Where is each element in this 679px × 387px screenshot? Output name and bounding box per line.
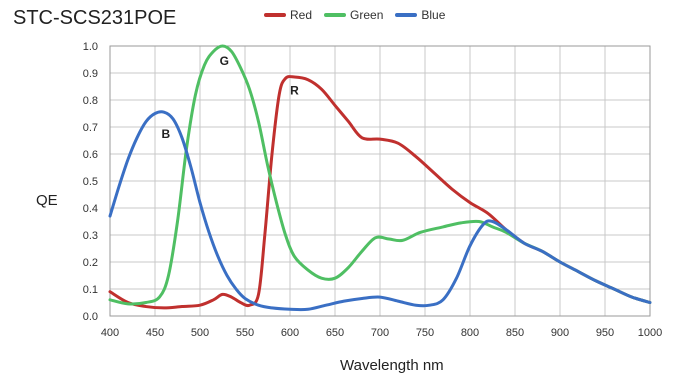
x-tick-label: 450 [146,327,164,339]
x-tick-label: 1000 [638,327,662,339]
series-marker-blue: B [161,127,170,141]
x-tick-label: 650 [326,327,344,339]
series-marker-green: G [220,54,229,68]
y-tick-label: 0.0 [83,311,98,323]
y-tick-label: 0.3 [83,230,98,242]
tick-layer: 400 450 500 550 600 650 700 750 800 850 900 950 1000… [83,41,663,339]
legend-item-red: Red [264,8,312,22]
y-tick-label: 0.4 [83,203,98,215]
series-line-blue [108,110,652,312]
x-axis-label: Wavelength nm [340,357,444,374]
series-layer [108,44,652,312]
y-tick-label: 0.5 [83,176,98,188]
x-tick-label: 600 [281,327,299,339]
chart-title: STC-SCS231POE [13,7,177,29]
y-tick-label: 0.2 [83,257,98,269]
x-tick-label: 900 [551,327,569,339]
y-tick-label: 0.6 [83,149,98,161]
y-tick-label: 0.1 [83,284,98,296]
legend-label-green: Green [350,8,384,22]
x-tick-label: 400 [101,327,119,339]
x-tick-label: 550 [236,327,254,339]
x-tick-label: 500 [191,327,209,339]
plot-border [109,45,651,317]
marker-layer: R G B [161,54,299,141]
y-tick-label: 0.8 [83,95,98,107]
x-tick-label: 950 [596,327,614,339]
x-tick-label: 700 [371,327,389,339]
legend-label-blue: Blue [421,8,446,22]
x-tick-label: 750 [416,327,434,339]
series-marker-red: R [290,84,299,98]
legend-item-blue: Blue [395,8,445,22]
legend-swatch-blue [395,13,418,17]
x-tick-label: 850 [506,327,524,339]
legend-label-red: Red [290,8,313,22]
legend-swatch-red [264,13,286,17]
y-tick-label: 0.9 [83,68,98,80]
y-tick-label: 0.7 [83,122,98,134]
grid-layer [109,45,651,317]
legend-swatch-green [324,13,347,17]
y-axis-label: QE [36,192,58,209]
x-tick-label: 800 [461,327,479,339]
y-tick-label: 1.0 [83,41,98,53]
legend: Red Green Blue [264,8,457,22]
legend-item-green: Green [324,8,383,22]
